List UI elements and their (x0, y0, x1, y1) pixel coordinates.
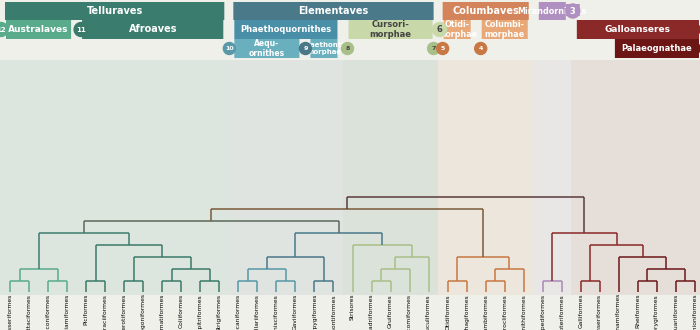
Bar (229, 60, 438, 295)
Text: Rheiformes: Rheiformes (636, 294, 640, 328)
FancyBboxPatch shape (444, 20, 470, 39)
Circle shape (566, 4, 580, 18)
Text: Accipitriformes: Accipitriformes (198, 294, 203, 330)
Text: Charadriiformes: Charadriiformes (369, 294, 374, 330)
Circle shape (342, 43, 354, 54)
FancyBboxPatch shape (5, 2, 224, 20)
Text: 6: 6 (437, 25, 442, 34)
Text: Phoenicopteriformes: Phoenicopteriformes (559, 294, 564, 330)
Text: Australaves: Australaves (8, 25, 69, 34)
Text: 10: 10 (225, 46, 234, 51)
Text: Galliformes: Galliformes (578, 294, 583, 328)
Text: 4: 4 (479, 46, 483, 51)
Text: 8: 8 (345, 46, 350, 51)
FancyBboxPatch shape (234, 39, 300, 58)
Circle shape (74, 22, 88, 37)
Text: Coraciiformes: Coraciiformes (103, 294, 108, 330)
Text: Sphenisciformes: Sphenisciformes (274, 294, 279, 330)
Text: 12: 12 (0, 26, 6, 32)
FancyBboxPatch shape (615, 39, 699, 58)
Text: Columbi-
morphae: Columbi- morphae (484, 20, 525, 39)
Text: Falconiformes: Falconiformes (46, 294, 50, 330)
Text: Mesitornithiformes: Mesitornithiformes (522, 294, 526, 330)
Circle shape (475, 43, 486, 54)
Text: 7: 7 (431, 46, 436, 51)
Text: Afroaves: Afroaves (129, 24, 177, 35)
Text: Phaethonti-
morphae: Phaethonti- morphae (300, 42, 347, 55)
Text: Gruiformes: Gruiformes (388, 294, 393, 328)
Text: Leptosomatiformes: Leptosomatiformes (160, 294, 164, 330)
Text: Trogoniformes: Trogoniformes (141, 294, 146, 330)
Text: Elementaves: Elementaves (298, 6, 369, 16)
FancyBboxPatch shape (577, 20, 699, 39)
Text: Phaethoquornithes: Phaethoquornithes (240, 25, 332, 34)
Text: Opisthocomiformes: Opisthocomiformes (407, 294, 412, 330)
FancyBboxPatch shape (566, 4, 580, 16)
Bar (571, 60, 700, 295)
Text: Casuariiformes: Casuariiformes (673, 294, 678, 330)
Bar (533, 60, 571, 295)
Text: Cursori-
morphae: Cursori- morphae (370, 20, 412, 39)
Bar (343, 60, 438, 295)
Text: Aequ-
ornithes: Aequ- ornithes (248, 39, 285, 58)
Text: Cariamiformes: Cariamiformes (64, 294, 69, 330)
Text: Columbiformes: Columbiformes (483, 294, 488, 330)
Circle shape (699, 42, 700, 55)
Text: Psittaciformes: Psittaciformes (27, 294, 31, 330)
Text: Pelecaniformes: Pelecaniformes (236, 294, 241, 330)
Circle shape (0, 22, 8, 37)
Text: Strisores: Strisores (350, 294, 355, 320)
Text: Tinamiformes: Tinamiformes (617, 294, 622, 330)
FancyBboxPatch shape (442, 2, 528, 20)
Text: 9: 9 (303, 46, 307, 51)
Text: Phaethontiformes: Phaethontiformes (331, 294, 336, 330)
FancyBboxPatch shape (349, 20, 433, 39)
Text: Coliiformes: Coliiformes (178, 294, 183, 328)
Text: Apterygiformes: Apterygiformes (654, 294, 659, 330)
Circle shape (223, 43, 235, 54)
Text: Musophagiformes: Musophagiformes (464, 294, 469, 330)
Circle shape (300, 43, 312, 54)
Text: Procellariiformes: Procellariiformes (255, 294, 260, 330)
Text: Strigiformes: Strigiformes (217, 294, 222, 330)
Text: Piciformes: Piciformes (83, 294, 89, 325)
FancyBboxPatch shape (82, 20, 223, 39)
Circle shape (437, 43, 449, 54)
Bar (438, 60, 533, 295)
FancyBboxPatch shape (234, 20, 337, 39)
FancyBboxPatch shape (539, 2, 566, 20)
Text: Otidiformes: Otidiformes (445, 294, 450, 329)
FancyBboxPatch shape (482, 20, 528, 39)
Text: 5: 5 (440, 46, 444, 51)
Text: Podicipediformes: Podicipediformes (540, 294, 545, 330)
Text: Pterocliformes: Pterocliformes (502, 294, 508, 330)
FancyBboxPatch shape (310, 39, 337, 58)
Text: Cuculiformes: Cuculiformes (426, 294, 431, 330)
Text: Otidi-
morphae: Otidi- morphae (437, 20, 477, 39)
Text: 3: 3 (570, 7, 575, 16)
Text: Anseriformes: Anseriformes (597, 294, 603, 330)
FancyBboxPatch shape (233, 2, 433, 20)
Text: Galloanseres: Galloanseres (605, 25, 671, 34)
Text: Columbaves: Columbaves (452, 6, 519, 16)
Text: Gaviiformes: Gaviiformes (293, 294, 298, 330)
Circle shape (428, 43, 440, 54)
Text: Eurypygiformes: Eurypygiformes (312, 294, 317, 330)
FancyBboxPatch shape (6, 20, 71, 39)
Text: Mirandornithes: Mirandornithes (517, 7, 587, 16)
Text: Struthioniformes: Struthioniformes (692, 294, 697, 330)
Text: Passeriformes: Passeriformes (8, 294, 13, 330)
Text: 11: 11 (76, 26, 86, 32)
Circle shape (699, 22, 700, 37)
Text: Telluraves: Telluraves (87, 6, 143, 16)
Bar (1, 60, 229, 295)
Text: Bucerotiformes: Bucerotiformes (122, 294, 127, 330)
Circle shape (433, 22, 447, 37)
Text: Palaeognathae: Palaeognathae (622, 44, 692, 53)
